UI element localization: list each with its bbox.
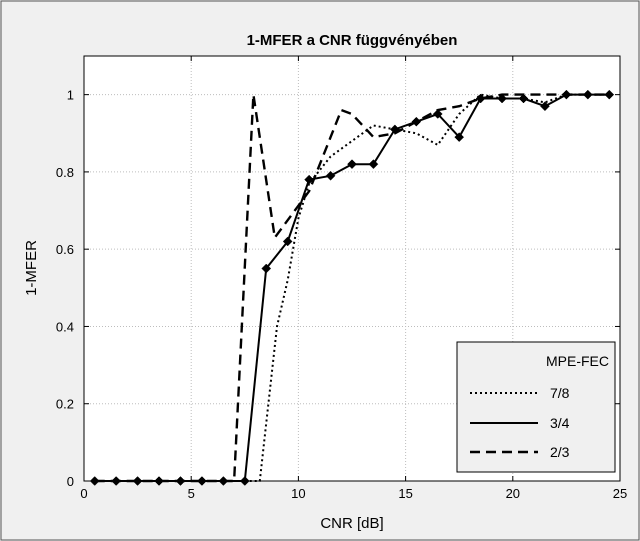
y-tick-label: 0.8 <box>56 165 74 180</box>
legend: MPE-FEC 7/8 3/4 2/3 <box>456 341 616 473</box>
y-tick-label: 0.2 <box>56 397 74 412</box>
data-point-3-4 <box>540 101 550 112</box>
x-tick-label: 5 <box>188 486 195 501</box>
legend-label-7-8: 7/8 <box>550 385 570 401</box>
legend-box <box>456 341 616 473</box>
legend-title: MPE-FEC <box>546 353 609 369</box>
y-tick-label: 1 <box>67 88 74 103</box>
data-point-3-4 <box>304 174 314 185</box>
data-point-3-4 <box>604 89 615 100</box>
data-point-3-4 <box>368 159 379 170</box>
y-tick-label: 0 <box>67 474 74 489</box>
data-point-3-4 <box>347 159 357 170</box>
axis-ticks: 0 5 10 15 20 25 0 0.2 0.4 0.6 0.8 1 <box>56 56 627 501</box>
plot-border <box>83 55 621 482</box>
chart-title: 1-MFER a CNR függvényében <box>247 32 458 49</box>
data-point-3-4 <box>497 93 507 104</box>
y-tick-label: 0.4 <box>56 319 74 334</box>
x-tick-label: 20 <box>506 486 520 501</box>
y-tick-label: 0.6 <box>56 242 74 257</box>
data-point-3-4 <box>454 132 465 142</box>
data-point-3-4 <box>282 236 293 247</box>
x-tick-label: 25 <box>613 486 627 501</box>
data-point-3-4 <box>432 109 443 119</box>
x-tick-label: 10 <box>291 486 305 501</box>
data-point-3-4 <box>261 263 272 274</box>
y-axis-label: 1-MFER <box>23 240 40 296</box>
x-tick-label: 0 <box>80 486 87 501</box>
x-axis-label: CNR [dB] <box>320 515 383 532</box>
x-tick-label: 15 <box>398 486 412 501</box>
legend-label-3-4: 3/4 <box>550 415 570 431</box>
legend-label-2-3: 2/3 <box>550 444 570 460</box>
data-point-3-4 <box>518 93 529 104</box>
data-point-3-4 <box>325 170 336 181</box>
